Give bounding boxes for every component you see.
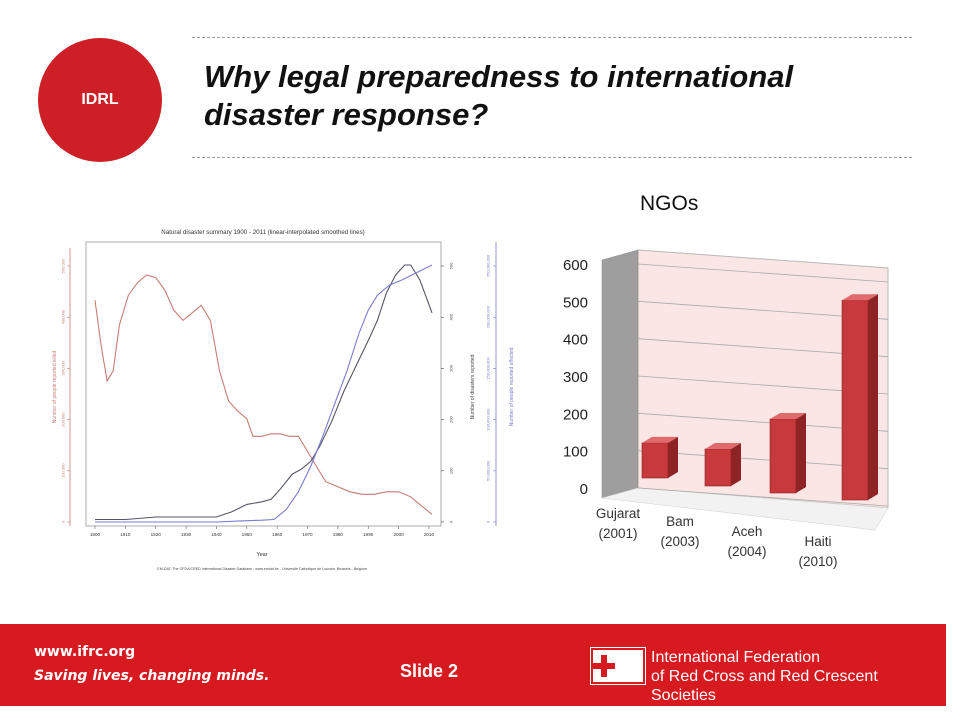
y-tick-label: 200,000 bbox=[61, 412, 66, 427]
left-chart-title: Natural disaster summary 1900 - 2011 (li… bbox=[161, 229, 364, 236]
x-tick-label: 1990 bbox=[363, 532, 374, 537]
ngo-bar-chart: 0 100 200 300 400 500 600 Gujarat (2001) Bam (200… bbox=[563, 249, 889, 569]
y-tick-label: 0 bbox=[486, 520, 491, 523]
affected-line bbox=[95, 264, 433, 523]
y-tick-label: 400 bbox=[563, 332, 588, 349]
left-chart-ylabel-disasters: Number of disasters reported bbox=[470, 354, 476, 419]
chart-side-wall bbox=[601, 249, 639, 499]
footer-bar: www.ifrc.org Saving lives, changing mind… bbox=[0, 624, 946, 706]
x-tick-label: 1950 bbox=[242, 532, 253, 537]
x-tick-label: 1970 bbox=[302, 532, 313, 537]
chart-y-ticks: 0 100 200 300 400 500 600 bbox=[563, 257, 588, 498]
x-tick-label: 1940 bbox=[211, 532, 222, 537]
left-chart-affected-ticks: 0 50,000,000 100,000,000 150,000,000 200,000… bbox=[486, 254, 496, 523]
left-chart-ylabel-killed: Number of people reported killed bbox=[52, 351, 58, 424]
bar bbox=[641, 436, 678, 479]
bar bbox=[769, 413, 806, 494]
category-label: Aceh (2004) bbox=[727, 524, 766, 559]
left-chart-frame bbox=[69, 241, 497, 527]
y-tick-label: 500 bbox=[563, 294, 588, 311]
left-chart-source: EM-DAT: The OFDA/CRED International Disa… bbox=[157, 567, 366, 571]
gridline bbox=[637, 263, 889, 283]
category-label: Bam (2003) bbox=[660, 514, 699, 549]
y-tick-label: 50,000,000 bbox=[486, 460, 491, 481]
org-name-line2: of Red Cross and Red Crescent Societies bbox=[651, 668, 878, 704]
y-tick-label: 400 bbox=[449, 313, 454, 320]
ngos-chart-title: NGOs bbox=[640, 192, 699, 215]
y-tick-label: 500,000 bbox=[61, 258, 66, 273]
x-tick-label: 1960 bbox=[272, 532, 283, 537]
y-tick-label: 100 bbox=[449, 467, 454, 474]
top-divider bbox=[192, 37, 912, 38]
y-tick-label: 100,000 bbox=[61, 463, 66, 478]
x-tick-label: 2000 bbox=[393, 532, 404, 537]
x-tick-label: 1980 bbox=[333, 532, 344, 537]
org-name: International Federation of Red Cross an… bbox=[651, 648, 946, 705]
chart-category-labels: Gujarat (2001) Bam (2003) Aceh (2004) Haiti (20… bbox=[596, 506, 838, 569]
left-chart-xlabel: Year bbox=[256, 552, 267, 558]
y-tick-label: 600 bbox=[563, 257, 588, 274]
bar bbox=[704, 443, 741, 487]
org-name-line1: International Federation bbox=[651, 649, 820, 666]
chart-floor bbox=[601, 487, 889, 531]
x-tick-label: 1910 bbox=[120, 532, 131, 537]
disasters-line bbox=[95, 264, 433, 521]
x-tick-label: 1930 bbox=[181, 532, 192, 537]
disaster-summary-chart: Natural disaster summary 1900 - 2011 (li… bbox=[52, 229, 515, 571]
idrl-badge-label: IDRL bbox=[81, 91, 119, 108]
ifrc-logo bbox=[590, 647, 646, 685]
slide-title: Why legal preparedness to international … bbox=[204, 59, 794, 132]
chart-bars bbox=[641, 294, 878, 501]
y-tick-label: 400,000 bbox=[61, 309, 66, 324]
footer-url[interactable]: www.ifrc.org bbox=[34, 644, 136, 660]
category-label: Haiti (2010) bbox=[798, 534, 837, 569]
x-tick-label: 2010 bbox=[424, 532, 435, 537]
y-tick-label: 200 bbox=[449, 415, 454, 422]
y-tick-label: 250,000,000 bbox=[486, 254, 491, 277]
y-tick-label: 500 bbox=[449, 262, 454, 269]
left-chart-series bbox=[94, 264, 433, 523]
y-tick-label: 100 bbox=[563, 444, 588, 461]
y-tick-label: 200,000,000 bbox=[486, 305, 491, 328]
y-tick-label: 0 bbox=[449, 520, 454, 523]
left-chart-killed-ticks: 0 100,000 200,000 300,000 400,000 500,000 bbox=[61, 258, 70, 523]
y-tick-label: 0 bbox=[61, 520, 66, 523]
x-tick-label: 1900 bbox=[90, 532, 101, 537]
idrl-badge: IDRL bbox=[38, 38, 162, 162]
left-chart-ylabel-affected: Number of people reported affected bbox=[509, 347, 515, 426]
y-tick-label: 300 bbox=[563, 369, 588, 386]
category-label: Gujarat (2001) bbox=[596, 506, 641, 541]
y-tick-label: 0 bbox=[580, 481, 588, 498]
plot-frame bbox=[85, 241, 442, 527]
y-tick-label: 200 bbox=[563, 406, 588, 423]
red-cross-crescent-icon bbox=[591, 648, 645, 684]
left-chart-disaster-ticks: 0 100 200 300 400 500 bbox=[441, 262, 454, 523]
killed-line bbox=[94, 274, 433, 515]
y-tick-label: 300 bbox=[449, 364, 454, 371]
x-tick-label: 1920 bbox=[151, 532, 162, 537]
y-tick-label: 100,000,000 bbox=[486, 408, 491, 431]
left-chart-x-ticks: 1900 1910 1920 1930 1940 1950 1960 1970 1980 1990… bbox=[90, 526, 435, 537]
gridline bbox=[637, 487, 889, 507]
y-tick-label: 150,000,000 bbox=[486, 357, 491, 380]
slide-number: Slide 2 bbox=[400, 661, 459, 681]
y-tick-label: 300,000 bbox=[61, 360, 66, 375]
bar bbox=[841, 294, 878, 501]
footer-tagline: Saving lives, changing minds. bbox=[34, 668, 270, 684]
bottom-divider bbox=[192, 157, 912, 158]
